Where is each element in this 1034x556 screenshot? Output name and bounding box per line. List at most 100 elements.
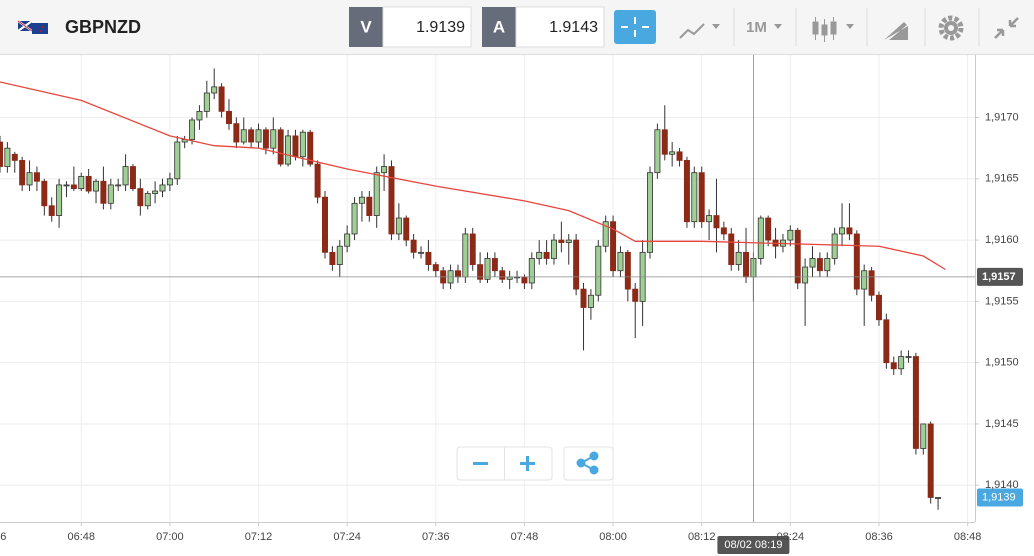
settings-button[interactable] bbox=[938, 15, 964, 41]
timeframe-button[interactable]: 1M bbox=[746, 19, 767, 36]
bid-button[interactable] bbox=[349, 7, 383, 47]
candle-body bbox=[794, 229, 801, 284]
candle-body bbox=[115, 184, 122, 187]
candle-body bbox=[107, 184, 114, 204]
candle-body bbox=[218, 86, 225, 112]
x-tick-label: 08:12 bbox=[688, 531, 716, 543]
share-icon bbox=[576, 451, 599, 475]
candle-body bbox=[558, 239, 565, 243]
x-tick-label: 08:36 bbox=[865, 531, 893, 543]
candle-body bbox=[543, 251, 550, 259]
x-tick-label: 07:36 bbox=[422, 531, 450, 543]
candle-body bbox=[905, 356, 912, 358]
chart-type-button[interactable] bbox=[679, 23, 720, 39]
x-tick-label: 06:36 bbox=[0, 531, 6, 543]
y-tick-label: 1,9170 bbox=[985, 111, 1019, 123]
candle-body bbox=[573, 239, 580, 290]
candle-body bbox=[587, 294, 594, 308]
candle-body bbox=[669, 151, 676, 155]
candle-body bbox=[698, 172, 705, 223]
candle-body bbox=[912, 356, 919, 449]
candle-body bbox=[927, 423, 934, 498]
candle-body bbox=[299, 131, 306, 158]
candle-body bbox=[624, 251, 631, 290]
candle-body bbox=[647, 172, 653, 253]
candle-body bbox=[85, 175, 92, 192]
y-tick-label: 1,9160 bbox=[985, 234, 1019, 246]
candle-body bbox=[787, 229, 794, 241]
last-price-label-bg bbox=[977, 488, 1023, 507]
candle-body bbox=[491, 258, 498, 272]
candle-body bbox=[395, 217, 402, 235]
candle-body bbox=[920, 423, 927, 449]
candle-body bbox=[691, 172, 698, 223]
candle-body bbox=[477, 264, 484, 280]
crosshair-button[interactable] bbox=[614, 10, 656, 44]
ask-price: 1.9143 bbox=[549, 19, 598, 36]
candle-body bbox=[661, 129, 668, 155]
candle-body bbox=[270, 129, 277, 149]
x-tick-label: 07:24 bbox=[333, 531, 361, 543]
x-tick-label: 08:48 bbox=[954, 531, 982, 543]
drawing-tool-button[interactable] bbox=[884, 22, 908, 40]
candle-type-button[interactable] bbox=[812, 17, 854, 42]
candle-body bbox=[743, 251, 750, 278]
candle-body bbox=[56, 184, 63, 216]
candle-body bbox=[11, 153, 18, 161]
candle-body bbox=[307, 131, 314, 165]
candle-body bbox=[595, 245, 602, 296]
zoom-in-button[interactable] bbox=[520, 456, 535, 471]
candle-body bbox=[418, 251, 425, 254]
candle-body bbox=[735, 251, 742, 265]
candle-body bbox=[144, 193, 151, 207]
candle-body bbox=[720, 227, 727, 235]
candle-body bbox=[676, 151, 683, 161]
candle-body bbox=[100, 180, 107, 204]
plot-area bbox=[0, 55, 975, 522]
candle-body bbox=[285, 135, 292, 165]
candle-body bbox=[225, 110, 232, 125]
candle-body bbox=[381, 166, 388, 174]
candle-body bbox=[33, 172, 40, 182]
candle-body bbox=[336, 245, 343, 265]
y-tick-label: 1,9165 bbox=[985, 173, 1019, 185]
candle-body bbox=[802, 266, 809, 284]
crosshair-y-label-bg bbox=[977, 267, 1023, 286]
collapse-button[interactable] bbox=[994, 17, 1019, 39]
candle-body bbox=[454, 270, 461, 278]
candle-body bbox=[403, 217, 410, 241]
candle-body bbox=[809, 258, 816, 268]
crosshair-x-label: 08/02 08:19 bbox=[724, 539, 782, 551]
share-button[interactable] bbox=[563, 446, 614, 481]
x-axis-labels: 06:36 06:48 07:00 07:12 07:24 07:36 07:48 08:00… bbox=[0, 531, 981, 543]
candle-body bbox=[484, 258, 491, 280]
candle-body bbox=[211, 86, 218, 94]
y-tick-label: 1,9140 bbox=[985, 479, 1019, 491]
candle-body bbox=[129, 166, 136, 190]
candle-body bbox=[233, 123, 240, 143]
candle-body bbox=[262, 129, 269, 149]
x-tick-label: 06:48 bbox=[67, 531, 95, 543]
x-tick-label: 08:00 bbox=[599, 531, 627, 543]
last-price-label: 1,9139 bbox=[982, 491, 1016, 503]
zoom-controls bbox=[456, 446, 614, 481]
symbol: GBPNZD bbox=[65, 17, 141, 37]
candle-body bbox=[388, 166, 395, 235]
candle-body bbox=[373, 172, 380, 216]
candle-body bbox=[4, 147, 11, 167]
candle-body bbox=[462, 233, 469, 278]
y-tick-label: 1,9150 bbox=[985, 357, 1019, 369]
candle-body bbox=[344, 233, 351, 247]
candle-body bbox=[536, 251, 543, 259]
candle-body bbox=[469, 233, 476, 265]
y-tick-label: 1,9155 bbox=[985, 295, 1019, 307]
candle-body bbox=[26, 172, 33, 186]
x-tick-label: 07:00 bbox=[156, 531, 184, 543]
x-tick-label: 07:12 bbox=[245, 531, 273, 543]
bid-price: 1.9139 bbox=[416, 19, 465, 36]
ask-button[interactable] bbox=[482, 7, 516, 47]
candle-body bbox=[580, 288, 587, 308]
ask-label: A bbox=[493, 17, 505, 36]
bid-box bbox=[382, 6, 472, 48]
candle-body bbox=[853, 233, 860, 290]
